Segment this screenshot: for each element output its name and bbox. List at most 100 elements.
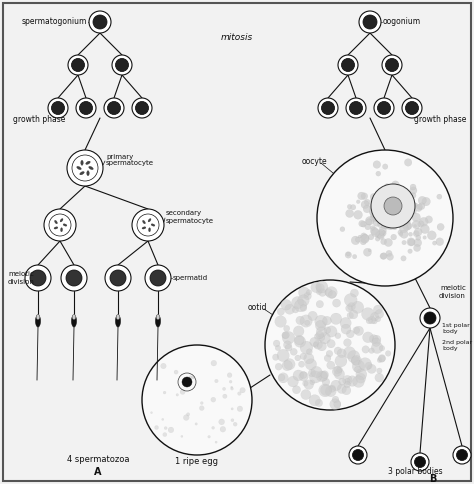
Circle shape bbox=[377, 358, 382, 363]
Circle shape bbox=[346, 304, 353, 312]
Circle shape bbox=[346, 330, 354, 338]
Circle shape bbox=[318, 98, 338, 118]
Circle shape bbox=[275, 316, 286, 327]
Circle shape bbox=[181, 435, 183, 438]
Circle shape bbox=[412, 213, 420, 222]
Circle shape bbox=[308, 311, 317, 320]
Circle shape bbox=[89, 11, 111, 33]
Circle shape bbox=[372, 210, 377, 214]
Circle shape bbox=[374, 194, 378, 197]
Circle shape bbox=[180, 389, 185, 394]
Circle shape bbox=[386, 205, 390, 209]
Circle shape bbox=[420, 308, 440, 328]
Circle shape bbox=[349, 310, 358, 319]
Circle shape bbox=[231, 419, 234, 422]
Circle shape bbox=[292, 306, 299, 313]
Circle shape bbox=[323, 316, 331, 325]
Circle shape bbox=[376, 206, 380, 211]
Circle shape bbox=[366, 318, 372, 324]
Circle shape bbox=[404, 219, 410, 226]
Circle shape bbox=[334, 366, 341, 374]
Circle shape bbox=[370, 216, 375, 222]
Ellipse shape bbox=[155, 315, 161, 327]
Circle shape bbox=[414, 456, 426, 468]
Circle shape bbox=[410, 187, 417, 194]
Circle shape bbox=[223, 394, 227, 398]
Circle shape bbox=[412, 221, 420, 229]
Circle shape bbox=[392, 217, 397, 222]
Circle shape bbox=[368, 316, 375, 324]
Circle shape bbox=[376, 171, 381, 176]
Circle shape bbox=[415, 205, 422, 212]
Circle shape bbox=[288, 376, 299, 387]
Circle shape bbox=[376, 211, 385, 220]
Circle shape bbox=[380, 213, 384, 217]
Circle shape bbox=[375, 317, 381, 322]
Circle shape bbox=[378, 218, 385, 225]
Circle shape bbox=[344, 293, 357, 306]
Circle shape bbox=[150, 270, 166, 286]
Circle shape bbox=[294, 300, 307, 312]
Circle shape bbox=[381, 220, 386, 226]
Text: spermatogonium: spermatogonium bbox=[22, 17, 87, 27]
Circle shape bbox=[338, 55, 358, 75]
Circle shape bbox=[93, 15, 107, 29]
Circle shape bbox=[277, 349, 289, 362]
Circle shape bbox=[359, 11, 381, 33]
Circle shape bbox=[299, 287, 310, 298]
Circle shape bbox=[392, 181, 399, 189]
Circle shape bbox=[265, 280, 395, 410]
Circle shape bbox=[398, 230, 403, 235]
Circle shape bbox=[283, 332, 289, 338]
Circle shape bbox=[304, 292, 311, 300]
Circle shape bbox=[306, 289, 312, 295]
Ellipse shape bbox=[116, 315, 120, 327]
Text: B: B bbox=[429, 474, 437, 484]
Circle shape bbox=[30, 270, 46, 286]
Circle shape bbox=[211, 397, 216, 402]
Circle shape bbox=[356, 373, 366, 383]
Ellipse shape bbox=[86, 161, 90, 165]
Ellipse shape bbox=[36, 315, 40, 319]
Circle shape bbox=[379, 215, 383, 219]
Circle shape bbox=[76, 98, 96, 118]
Circle shape bbox=[437, 223, 444, 230]
Circle shape bbox=[375, 196, 383, 204]
Circle shape bbox=[192, 377, 195, 379]
Circle shape bbox=[356, 200, 360, 204]
Circle shape bbox=[436, 238, 444, 246]
Circle shape bbox=[354, 326, 364, 335]
Circle shape bbox=[316, 371, 327, 382]
Circle shape bbox=[372, 228, 380, 237]
Circle shape bbox=[384, 205, 388, 209]
Circle shape bbox=[104, 98, 124, 118]
Circle shape bbox=[298, 295, 309, 306]
Text: 3 polar bodies: 3 polar bodies bbox=[388, 467, 442, 475]
Circle shape bbox=[383, 212, 392, 221]
Circle shape bbox=[389, 208, 397, 215]
Text: ootid: ootid bbox=[248, 303, 267, 313]
Circle shape bbox=[332, 299, 341, 307]
Circle shape bbox=[347, 312, 354, 319]
Circle shape bbox=[384, 221, 392, 229]
Circle shape bbox=[328, 385, 336, 393]
Circle shape bbox=[322, 378, 330, 386]
Circle shape bbox=[400, 224, 408, 233]
Circle shape bbox=[351, 236, 360, 245]
Circle shape bbox=[383, 217, 387, 221]
Circle shape bbox=[332, 396, 339, 403]
Circle shape bbox=[357, 192, 365, 200]
Circle shape bbox=[72, 155, 98, 181]
Circle shape bbox=[300, 353, 307, 360]
Circle shape bbox=[392, 206, 401, 215]
Circle shape bbox=[380, 253, 386, 259]
Circle shape bbox=[367, 364, 376, 374]
Circle shape bbox=[424, 312, 436, 324]
Text: oogonium: oogonium bbox=[383, 17, 421, 27]
Circle shape bbox=[432, 241, 437, 245]
Circle shape bbox=[363, 205, 371, 213]
Circle shape bbox=[142, 345, 252, 455]
Circle shape bbox=[360, 221, 366, 227]
Circle shape bbox=[222, 387, 226, 391]
Circle shape bbox=[356, 237, 361, 242]
